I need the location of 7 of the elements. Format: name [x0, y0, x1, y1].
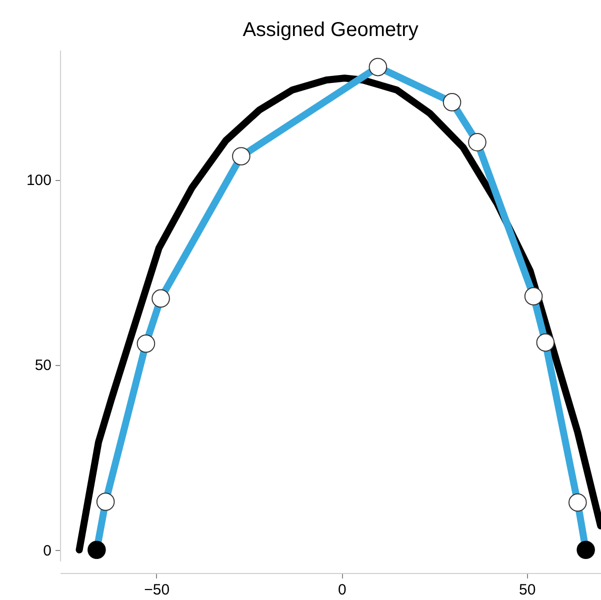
x-tick-label: 50	[519, 582, 536, 598]
x-tick-label: −50	[144, 582, 170, 598]
y-tick-label: 0	[43, 542, 52, 560]
y-tick-label: 100	[26, 172, 52, 190]
y-tick-label: 50	[34, 357, 52, 374]
chart-title: Assigned Geometry	[242, 19, 418, 41]
x-tick-label: 0	[338, 582, 346, 598]
